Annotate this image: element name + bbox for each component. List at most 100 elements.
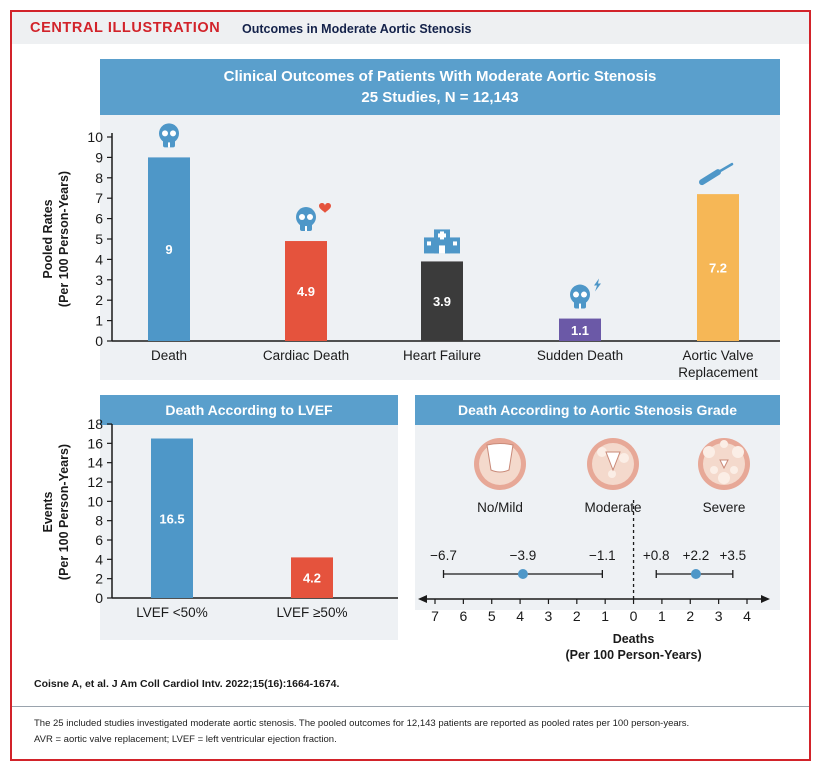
lvef-y-tick-label: 16 (87, 435, 103, 451)
top-y-tick-label: 10 (87, 129, 103, 145)
valve-calcification (720, 440, 728, 448)
top-category-label: Sudden Death (537, 348, 623, 363)
as-x-tick-label: 5 (488, 608, 496, 624)
valve-calcification (703, 446, 715, 458)
lvef-category-label: LVEF ≥50% (277, 605, 348, 620)
header-subtitle: Outcomes in Moderate Aortic Stenosis (242, 22, 472, 36)
lvef-bar-value-label: 4.2 (303, 571, 321, 586)
top-y-tick-label: 7 (95, 190, 103, 206)
top-category-label: Heart Failure (403, 348, 481, 363)
top-bar-value-label: 4.9 (297, 284, 315, 299)
valve-calcification (730, 466, 738, 474)
hospital-icon (424, 229, 460, 254)
lvef-bar (291, 557, 333, 598)
top-bar-value-label: 1.1 (571, 323, 589, 338)
lvef-y-tick-label: 18 (87, 416, 103, 432)
interval-value-label: +2.2 (683, 548, 710, 563)
top-bar-value-label: 3.9 (433, 294, 451, 309)
lvef-y-tick-label: 4 (95, 551, 103, 567)
lvef-y-axis-label-line1: Events (41, 491, 55, 532)
valve-grade-label: No/Mild (477, 500, 523, 515)
top-y-tick-label: 8 (95, 170, 103, 186)
valve-calcification (732, 446, 744, 458)
as-x-tick-label: 7 (431, 608, 439, 624)
valve-grade-label: Moderate (584, 500, 641, 515)
interval-value-label: −1.1 (589, 548, 616, 563)
top-y-tick-label: 9 (95, 149, 103, 165)
lvef-bar-value-label: 16.5 (159, 511, 184, 526)
lvef-y-tick-label: 6 (95, 532, 103, 548)
top-bar (697, 194, 739, 341)
as-x-tick-label: 3 (545, 608, 553, 624)
top-chart-title: Clinical Outcomes of Patients With Moder… (223, 68, 657, 85)
citation: Coisne A, et al. J Am Coll Cardiol Intv.… (34, 678, 340, 690)
top-category-label: Cardiac Death (263, 348, 349, 363)
as-x-tick-label: 0 (630, 608, 638, 624)
lvef-y-tick-label: 8 (95, 513, 103, 529)
interval-value-label: +3.5 (719, 548, 746, 563)
top-category-label: Aortic Valve (682, 348, 753, 363)
top-bar (559, 318, 601, 341)
skull-icon (159, 123, 179, 148)
as-x-axis-label-line2: (Per 100 Person-Years) (565, 648, 701, 662)
header-bar: CENTRAL ILLUSTRATION Outcomes in Moderat… (12, 12, 809, 44)
as-x-tick-label: 1 (601, 608, 609, 624)
valve-calcification (608, 470, 616, 478)
as-x-tick-label: 2 (686, 608, 694, 624)
valve-grade-label: Severe (703, 500, 746, 515)
as-grade-chart-banner: Death According to Aortic Stenosis Grade (415, 395, 780, 425)
valve-calcification (619, 453, 629, 463)
lvef-bar (151, 438, 193, 598)
header-title: CENTRAL ILLUSTRATION (30, 20, 221, 36)
lvef-y-tick-label: 0 (95, 590, 103, 606)
top-bar (148, 157, 190, 341)
interval-value-label: −6.7 (430, 548, 457, 563)
valve-calcification (718, 472, 730, 484)
valve-orifice (486, 443, 514, 473)
top-bar (285, 241, 327, 341)
valve-calcification (710, 466, 718, 474)
as-x-tick-label: 1 (658, 608, 666, 624)
lvef-chart-banner: Death According to LVEF (100, 395, 398, 425)
top-y-tick-label: 3 (95, 272, 103, 288)
lvef-y-axis-label-line2: (Per 100 Person-Years) (57, 444, 71, 580)
top-category-label: Replacement (678, 365, 758, 380)
top-y-tick-label: 1 (95, 313, 103, 329)
as-x-axis-label-line1: Deaths (613, 632, 655, 646)
top-y-tick-label: 5 (95, 231, 103, 247)
as-x-tick-label: 2 (573, 608, 581, 624)
top-y-tick-label: 4 (95, 251, 103, 267)
top-chart-banner: Clinical Outcomes of Patients With Moder… (100, 59, 780, 115)
caption-divider (12, 706, 809, 707)
as-x-tick-label: 6 (459, 608, 467, 624)
interval-point (517, 569, 528, 579)
lvef-y-tick-label: 12 (87, 474, 103, 490)
interval-value-label: −3.9 (510, 548, 537, 563)
top-y-axis-label-line1: Pooled Rates (41, 199, 55, 278)
top-bar (421, 261, 463, 341)
top-y-tick-label: 6 (95, 211, 103, 227)
scalpel-icon (699, 169, 721, 186)
top-y-tick-label: 2 (95, 292, 103, 308)
top-y-tick-label: 0 (95, 333, 103, 349)
caption-line-2: AVR = aortic valve replacement; LVEF = l… (34, 734, 337, 745)
lightning-icon (594, 278, 601, 292)
as-x-tick-label: 4 (743, 608, 751, 624)
lvef-y-tick-label: 2 (95, 571, 103, 587)
central-illustration-frame: CENTRAL ILLUSTRATION Outcomes in Moderat… (10, 10, 811, 761)
interval-value-label: +0.8 (643, 548, 670, 563)
valve-orifice (719, 459, 729, 470)
scalpel-blade (718, 162, 734, 173)
skull-icon (570, 284, 590, 309)
as-x-tick-label: 4 (516, 608, 524, 624)
lvef-category-label: LVEF <50% (136, 605, 207, 620)
lvef-y-tick-label: 10 (87, 493, 103, 509)
as-axis-arrow-left (418, 595, 427, 603)
skull-icon (296, 207, 316, 232)
interval-point (690, 569, 701, 579)
caption-line-1: The 25 included studies investigated mod… (34, 718, 690, 729)
top-y-axis-label-line2: (Per 100 Person-Years) (57, 171, 71, 307)
top-category-label: Death (151, 348, 187, 363)
top-bar-value-label: 9 (165, 242, 172, 257)
